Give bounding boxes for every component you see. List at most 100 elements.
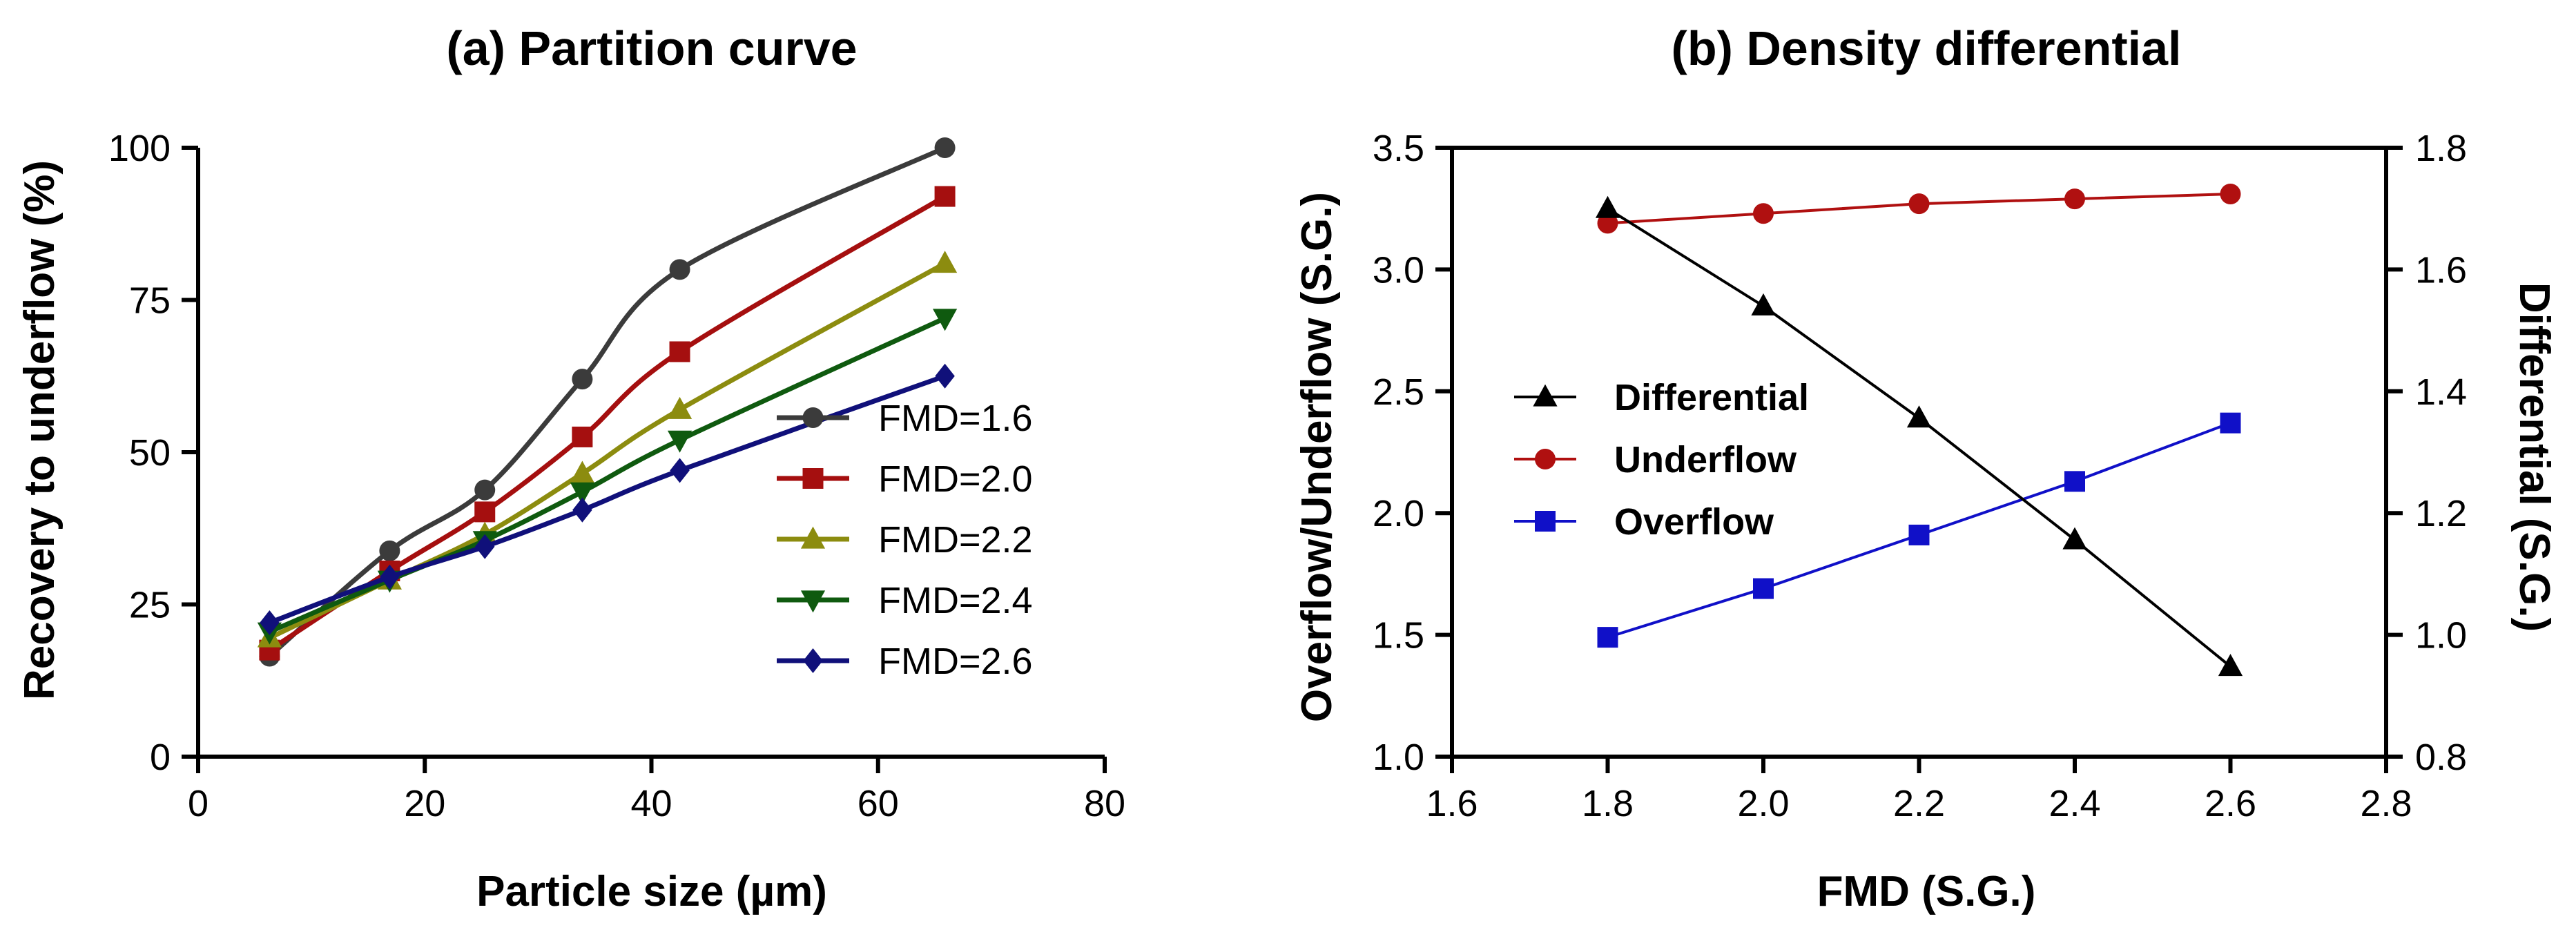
density-differential-panel: (b) Density differential FMD (S.G.) Over… — [1293, 21, 2558, 915]
data-point-Differential — [1906, 405, 1932, 428]
data-point-FMD=2.4 — [570, 482, 594, 505]
data-point-Underflow — [1753, 203, 1774, 224]
legend-label: Underflow — [1614, 439, 1797, 480]
data-point-FMD=1.6 — [934, 137, 956, 158]
chart-b-y-axis-label: Overflow/Underflow (S.G.) — [1293, 192, 1341, 722]
legend-marker-FMD=2.0 — [802, 468, 824, 489]
legend-label: Differential — [1614, 377, 1809, 418]
chart-b-x-tick-label: 2.6 — [2205, 783, 2256, 824]
data-point-FMD=1.6 — [669, 259, 690, 280]
series-line-Differential — [1607, 207, 2231, 668]
legend-marker-Overflow — [1535, 511, 1556, 532]
data-point-FMD=2.0 — [572, 426, 593, 447]
chart-b-title: (b) Density differential — [1672, 21, 2182, 75]
chart-a-legend: FMD=1.6 FMD=2.0 FMD=2.2 FMD=2.4 FMD=2.6 — [777, 398, 1033, 682]
data-point-FMD=1.6 — [474, 479, 496, 501]
series-line-FMD=1.6 — [268, 145, 947, 659]
chart-b-plot-frame — [1450, 146, 2388, 759]
chart-a-y-tick-label: 25 — [129, 585, 171, 626]
chart-a-plot-area — [257, 137, 958, 667]
data-point-Underflow — [2064, 188, 2085, 210]
data-point-FMD=2.2 — [570, 460, 594, 483]
data-point-Overflow — [2064, 471, 2085, 492]
data-point-FMD=2.0 — [474, 501, 496, 523]
data-point-FMD=2.6 — [380, 564, 400, 590]
data-point-FMD=2.0 — [934, 186, 956, 207]
data-point-FMD=2.4 — [932, 309, 958, 331]
chart-a-title: (a) Partition curve — [446, 21, 857, 75]
chart-b-y-tick-label: 1.0 — [1373, 737, 1424, 778]
chart-a-x-axis-label: Particle size (µm) — [476, 868, 827, 915]
chart-b-y2-axis-label: Differential (S.G.) — [2510, 282, 2558, 632]
chart-b-x-tick-label: 1.6 — [1426, 783, 1478, 824]
legend-label: FMD=1.6 — [878, 398, 1033, 439]
chart-b-x-tick-label: 2.8 — [2360, 783, 2412, 824]
data-point-FMD=2.2 — [932, 251, 958, 273]
chart-b-y-tick-label: 3.0 — [1373, 249, 1424, 291]
chart-b-plot-area — [1595, 184, 2243, 677]
data-point-Underflow — [1597, 213, 1618, 234]
data-point-Overflow — [1908, 524, 1930, 545]
data-point-FMD=2.0 — [669, 341, 690, 362]
data-point-FMD=2.6 — [474, 534, 495, 559]
data-point-FMD=2.6 — [572, 497, 592, 523]
chart-a-x-tick-label: 20 — [404, 783, 445, 824]
data-point-Overflow — [2220, 412, 2241, 434]
chart-b-y2-tick-label: 0.8 — [2415, 737, 2467, 778]
legend-marker-FMD=2.2 — [800, 526, 826, 549]
legend-label: FMD=2.4 — [878, 580, 1033, 621]
legend-label: FMD=2.2 — [878, 519, 1033, 561]
legend-marker-Underflow — [1535, 449, 1556, 469]
chart-a-y-tick-label: 50 — [129, 432, 171, 474]
data-point-FMD=2.6 — [935, 363, 955, 389]
chart-b-y2-tick-label: 1.2 — [2415, 493, 2467, 534]
legend-marker-FMD=1.6 — [802, 407, 824, 428]
data-point-Overflow — [1753, 578, 1774, 599]
data-point-FMD=2.6 — [260, 610, 280, 635]
chart-b-y2-tick-label: 1.8 — [2415, 128, 2467, 169]
data-point-Overflow — [1597, 627, 1618, 648]
legend-label: FMD=2.6 — [878, 641, 1033, 682]
chart-b-y2-tick-label: 1.0 — [2415, 615, 2467, 657]
data-point-FMD=1.6 — [379, 540, 400, 561]
data-point-Differential — [1751, 293, 1776, 315]
chart-b-y-tick-label: 2.0 — [1373, 493, 1424, 534]
chart-b-y-tick-label: 2.5 — [1373, 371, 1424, 413]
chart-b-y-tick-label: 1.5 — [1373, 615, 1424, 657]
chart-a-y-tick-label: 0 — [150, 737, 171, 778]
legend-label: FMD=2.0 — [878, 458, 1033, 500]
chart-b-y2-tick-label: 1.6 — [2415, 249, 2467, 291]
chart-b-legend: Differential Underflow Overflow — [1514, 377, 1809, 543]
chart-a-x-tick-label: 60 — [858, 783, 899, 824]
chart-a-axes: 0 20 40 60 80 0 25 50 75 100 — [108, 128, 1125, 824]
series-line-FMD=2.4 — [269, 315, 947, 634]
chart-a-x-tick-label: 40 — [630, 783, 672, 824]
chart-b-x-axis-label: FMD (S.G.) — [1817, 868, 2036, 915]
series-line-FMD=2.6 — [269, 373, 946, 625]
partition-curve-panel: (a) Partition curve Particle size (µm) R… — [16, 21, 1125, 915]
data-point-Differential — [2218, 654, 2243, 677]
legend-marker-Differential — [1533, 384, 1558, 407]
legend-marker-FMD=2.6 — [803, 648, 823, 673]
chart-b-y2-tick-label: 1.4 — [2415, 371, 2467, 413]
chart-a-x-tick-label: 80 — [1084, 783, 1125, 824]
data-point-Underflow — [1908, 193, 1930, 215]
chart-a-y-tick-label: 100 — [108, 128, 171, 169]
chart-b-y-tick-label: 3.5 — [1373, 128, 1424, 169]
legend-label: Overflow — [1614, 501, 1774, 543]
data-point-FMD=2.4 — [667, 430, 693, 453]
data-point-Differential — [1595, 195, 1620, 218]
chart-a-x-tick-label: 0 — [188, 783, 209, 824]
chart-a-y-axis-label: Recovery to underflow (%) — [16, 160, 64, 700]
legend-marker-FMD=2.4 — [800, 590, 826, 613]
chart-b-x-tick-label: 1.8 — [1582, 783, 1634, 824]
data-point-FMD=1.6 — [572, 369, 593, 390]
chart-b-x-tick-label: 2.0 — [1737, 783, 1789, 824]
data-point-Underflow — [2220, 184, 2241, 205]
data-point-Differential — [2062, 527, 2087, 550]
chart-b-x-tick-label: 2.4 — [2049, 783, 2100, 824]
data-point-FMD=2.2 — [667, 396, 693, 419]
chart-b-axes: 1.6 1.8 2.0 2.2 2.4 2.6 2.8 1.0 1.5 2.0 2.5 3.0 3.5 0… — [1373, 128, 2467, 824]
data-point-FMD=2.6 — [670, 458, 690, 483]
